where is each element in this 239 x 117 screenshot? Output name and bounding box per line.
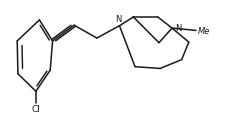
Text: Me: Me	[198, 27, 210, 35]
Text: N: N	[115, 15, 121, 24]
Text: N: N	[175, 24, 181, 33]
Text: Cl: Cl	[31, 105, 40, 114]
